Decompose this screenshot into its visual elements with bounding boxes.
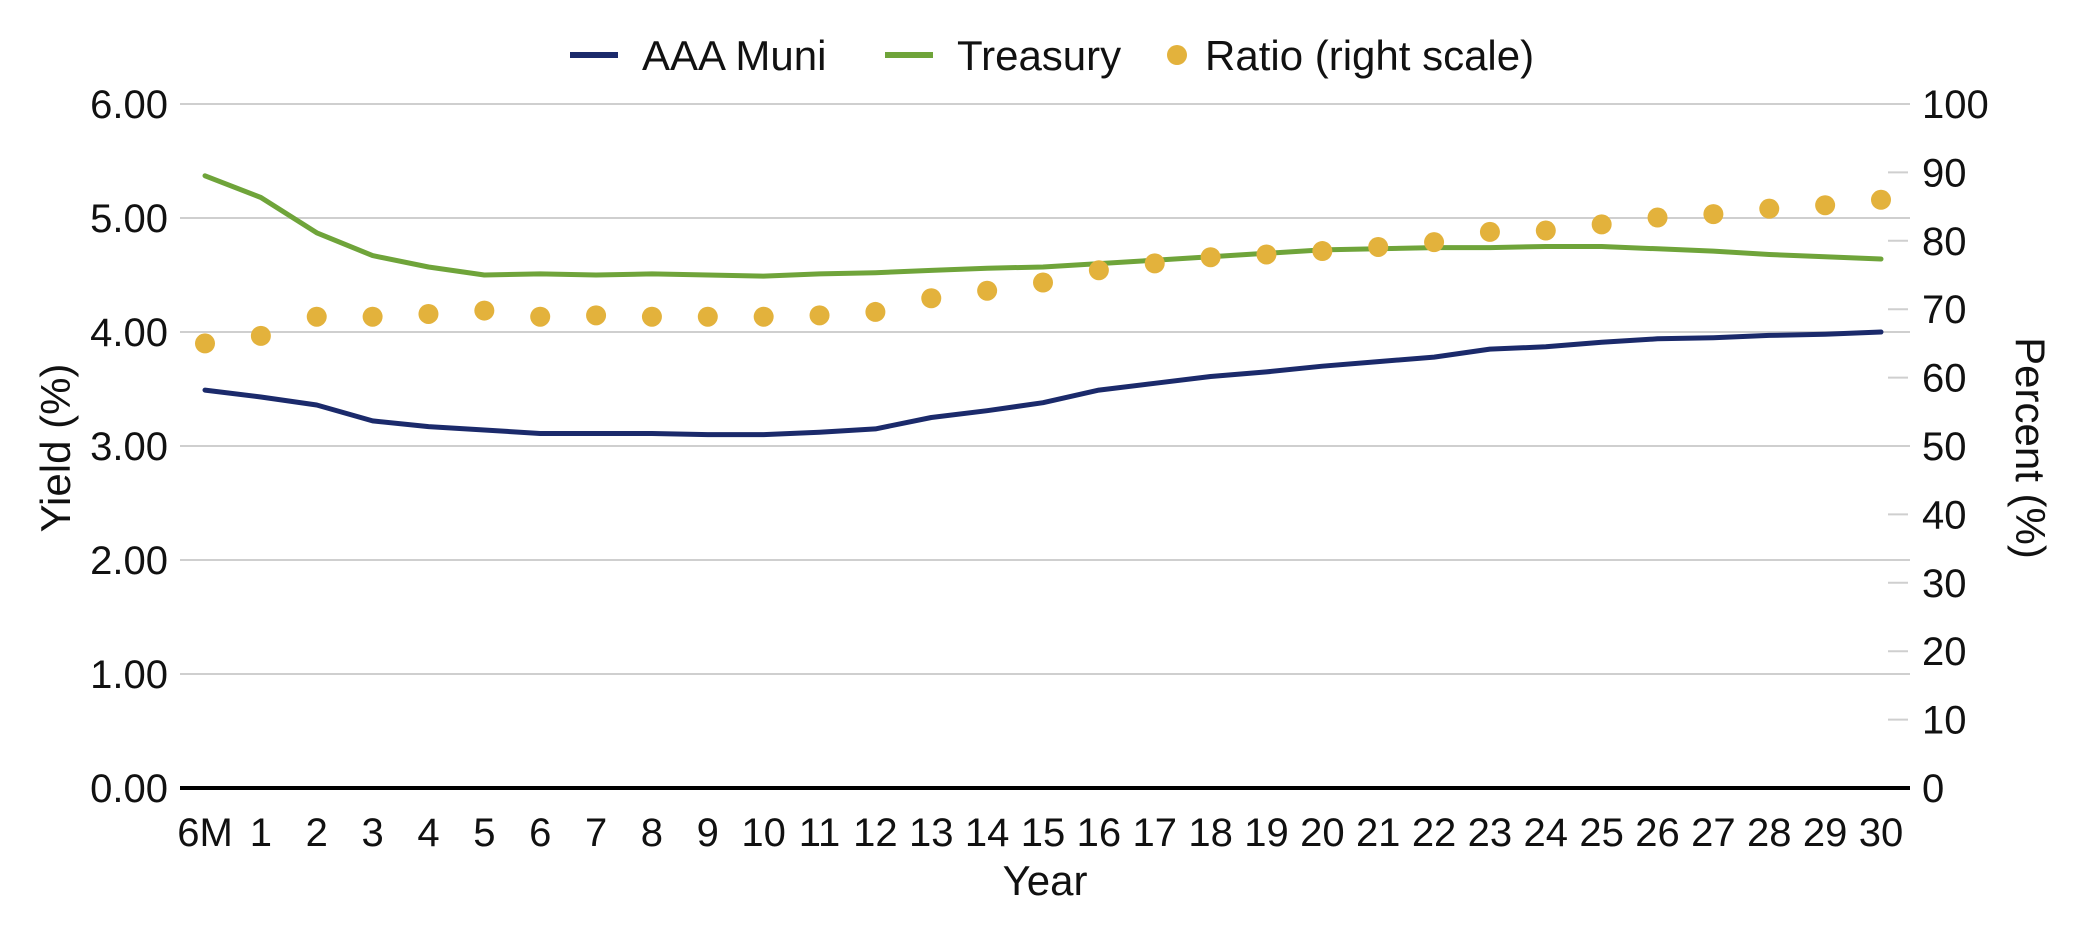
- x-tick-label: 3: [361, 811, 383, 855]
- legend-swatch-ratio-right-scale: [1167, 45, 1187, 65]
- y2-tick-label: 0: [1922, 767, 1944, 811]
- y-tick-label: 1.00: [90, 653, 168, 697]
- x-tick-label: 6M: [177, 811, 233, 855]
- x-tick-label: 24: [1524, 811, 1569, 855]
- ratio-point: [418, 303, 439, 324]
- ratio-point: [1368, 236, 1389, 257]
- y2-tick-label: 70: [1922, 288, 1967, 332]
- x-tick-label: 10: [741, 811, 786, 855]
- x-tick-label: 29: [1803, 811, 1848, 855]
- ratio-point: [250, 325, 271, 346]
- ratio-point: [1144, 253, 1165, 274]
- ratio-point: [641, 306, 662, 327]
- x-tick-label: 22: [1412, 811, 1457, 855]
- ratio-point: [1033, 272, 1053, 293]
- y-tick-label: 0.00: [90, 767, 168, 811]
- x-tick-label: 21: [1356, 811, 1401, 855]
- x-tick-label: 20: [1300, 811, 1345, 855]
- legend-label-ratio-right-scale: Ratio (right scale): [1205, 32, 1534, 79]
- ratio-point: [977, 280, 998, 301]
- x-tick-label: 7: [585, 811, 607, 855]
- ratio-point: [530, 306, 551, 327]
- gridlines: [180, 103, 1910, 675]
- ratio-point: [195, 333, 215, 354]
- ratio-point: [1815, 195, 1836, 216]
- ratio-point: [362, 306, 383, 327]
- y-tick-label: 6.00: [90, 83, 168, 127]
- series-layer: [195, 173, 1891, 438]
- x-tick-label: 27: [1691, 811, 1736, 855]
- ratio-point: [474, 300, 495, 321]
- x-tick-label: 25: [1579, 811, 1624, 855]
- x-tick-label: 6: [529, 811, 551, 855]
- y2-tick-label: 30: [1922, 562, 1967, 606]
- y-axis-title: Yield (%): [32, 364, 79, 533]
- x-tick-label: 15: [1021, 811, 1066, 855]
- y2-tick-label: 80: [1922, 220, 1967, 264]
- ratio-point: [921, 288, 942, 309]
- legend-label-treasury: Treasury: [957, 32, 1121, 79]
- x-tick-label: 1: [250, 811, 272, 855]
- ratio-point: [1424, 232, 1445, 253]
- y-tick-label: 2.00: [90, 539, 168, 583]
- x-tick-label: 28: [1747, 811, 1792, 855]
- x-tick-label: 16: [1077, 811, 1122, 855]
- ratio-point: [753, 306, 774, 327]
- ratio-point: [1256, 244, 1277, 265]
- x-tick-label: 4: [417, 811, 439, 855]
- y2-axis-title: Percent (%): [2007, 337, 2054, 559]
- ratio-point: [809, 305, 830, 326]
- x-tick-label: 17: [1132, 811, 1177, 855]
- y2-tick-label: 60: [1922, 357, 1967, 401]
- ratio-point: [1535, 220, 1556, 241]
- x-tick-label: 23: [1468, 811, 1513, 855]
- ratio-point: [697, 306, 718, 327]
- x-tick-label: 5: [473, 811, 495, 855]
- x-tick-label: 14: [965, 811, 1010, 855]
- x-tick-label: 30: [1859, 811, 1904, 855]
- legend-label-aaa-muni: AAA Muni: [642, 32, 826, 79]
- legend: AAA Muni Treasury Ratio (right scale): [570, 32, 1534, 79]
- y2-tick-label: 20: [1922, 630, 1967, 674]
- y-tick-label: 3.00: [90, 425, 168, 469]
- ratio-point: [1591, 214, 1612, 235]
- axes: 0.00 1.00 2.00 3.00 4.00 5.00 6.00 0 10 20 30 40 50 6…: [90, 83, 1989, 855]
- ratio-point: [1871, 189, 1891, 210]
- y-tick-label: 5.00: [90, 197, 168, 241]
- series-line-treasury: [202, 173, 1884, 279]
- ratio-point: [1479, 221, 1500, 242]
- x-tick-label: 13: [909, 811, 954, 855]
- y2-tick-label: 40: [1922, 493, 1967, 537]
- x-tick-label: 11: [799, 811, 841, 855]
- y2-tick-label: 100: [1922, 83, 1989, 127]
- ratio-point: [1200, 247, 1221, 268]
- ratio-point: [865, 301, 886, 322]
- x-tick-label: 26: [1635, 811, 1680, 855]
- ratio-point: [306, 306, 327, 327]
- series-line-aaa-muni: [202, 329, 1884, 438]
- x-tick-label: 2: [306, 811, 328, 855]
- y2-tick-label: 10: [1922, 699, 1967, 743]
- x-tick-label: 8: [641, 811, 663, 855]
- y2-tick-label: 90: [1922, 151, 1967, 195]
- x-tick-label: 19: [1244, 811, 1289, 855]
- y-tick-label: 4.00: [90, 311, 168, 355]
- x-tick-label: 12: [853, 811, 898, 855]
- ratio-point: [586, 305, 607, 326]
- ratio-point: [1088, 260, 1109, 281]
- ratio-point: [1312, 241, 1333, 262]
- y2-tick-label: 50: [1922, 425, 1967, 469]
- x-tick-label: 18: [1188, 811, 1233, 855]
- ratio-point: [1759, 198, 1780, 219]
- x-axis-title: Year: [1003, 857, 1088, 904]
- ratio-point: [1647, 207, 1668, 228]
- ratio-point: [1703, 204, 1724, 225]
- x-tick-label: 9: [697, 811, 719, 855]
